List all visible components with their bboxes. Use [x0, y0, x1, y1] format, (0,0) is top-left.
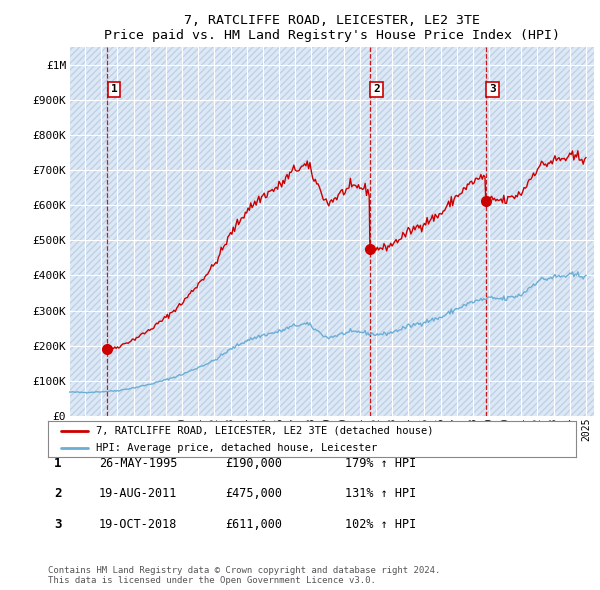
Text: 179% ↑ HPI: 179% ↑ HPI	[345, 457, 416, 470]
Text: 131% ↑ HPI: 131% ↑ HPI	[345, 487, 416, 500]
Text: 19-OCT-2018: 19-OCT-2018	[99, 518, 178, 531]
Text: 3: 3	[54, 518, 62, 531]
Text: 19-AUG-2011: 19-AUG-2011	[99, 487, 178, 500]
Text: 2: 2	[373, 84, 380, 94]
Text: £611,000: £611,000	[225, 518, 282, 531]
Text: 3: 3	[489, 84, 496, 94]
Text: 7, RATCLIFFE ROAD, LEICESTER, LE2 3TE (detached house): 7, RATCLIFFE ROAD, LEICESTER, LE2 3TE (d…	[95, 426, 433, 436]
Text: Contains HM Land Registry data © Crown copyright and database right 2024.
This d: Contains HM Land Registry data © Crown c…	[48, 566, 440, 585]
Text: 102% ↑ HPI: 102% ↑ HPI	[345, 518, 416, 531]
Text: £475,000: £475,000	[225, 487, 282, 500]
Text: HPI: Average price, detached house, Leicester: HPI: Average price, detached house, Leic…	[95, 443, 377, 453]
Text: 1: 1	[54, 457, 62, 470]
Text: 26-MAY-1995: 26-MAY-1995	[99, 457, 178, 470]
Text: 2: 2	[54, 487, 62, 500]
Text: £190,000: £190,000	[225, 457, 282, 470]
Text: 1: 1	[110, 84, 118, 94]
Title: 7, RATCLIFFE ROAD, LEICESTER, LE2 3TE
Price paid vs. HM Land Registry's House Pr: 7, RATCLIFFE ROAD, LEICESTER, LE2 3TE Pr…	[104, 14, 560, 42]
